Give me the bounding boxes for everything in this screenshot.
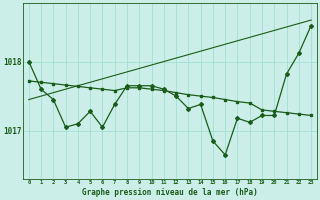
X-axis label: Graphe pression niveau de la mer (hPa): Graphe pression niveau de la mer (hPa) bbox=[82, 188, 258, 197]
